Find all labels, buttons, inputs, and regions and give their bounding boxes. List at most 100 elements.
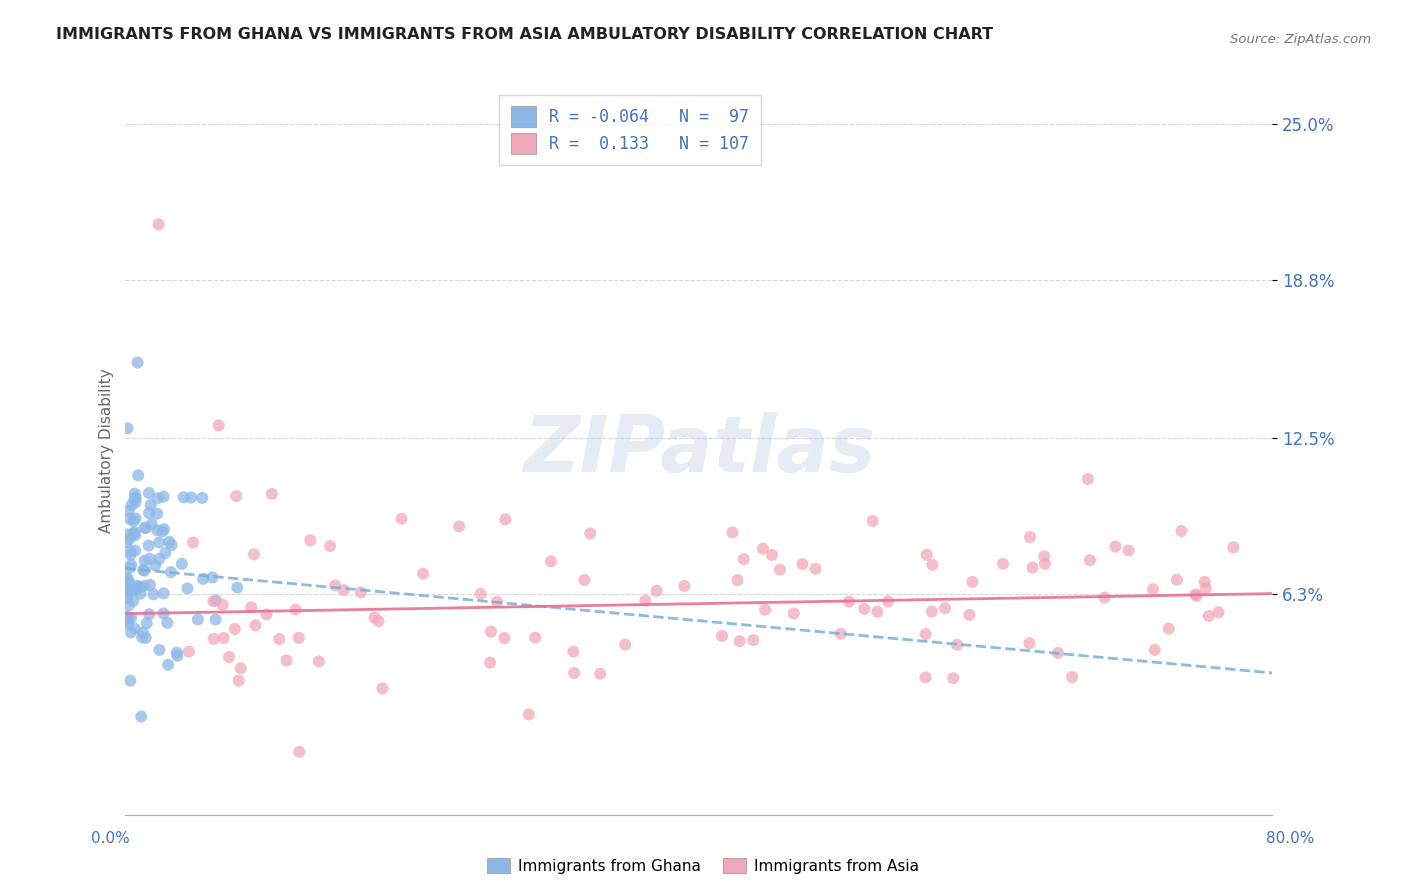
Point [562,665,585,680]
Point [138,506,160,520]
Point [157,534,180,549]
Point [120,611,142,625]
Point [323,578,346,592]
Point [148,535,170,549]
Point [769,563,792,577]
Point [127,579,149,593]
Text: 80.0%: 80.0% [1267,831,1315,846]
Point [122,514,145,528]
Point [711,629,734,643]
Point [1195,582,1218,596]
Point [957,607,980,622]
Point [118,512,141,526]
Point [838,595,860,609]
Point [494,631,516,645]
Point [139,578,162,592]
Point [148,552,170,566]
Point [191,572,214,586]
Point [226,581,249,595]
Point [177,645,200,659]
Point [146,507,169,521]
Point [152,490,174,504]
Point [866,605,889,619]
Point [224,622,246,636]
Point [792,557,814,571]
Point [142,587,165,601]
Point [412,566,434,581]
Legend: R = -0.064   N =  97, R =  0.133   N = 107: R = -0.064 N = 97, R = 0.133 N = 107 [499,95,761,165]
Point [134,564,156,578]
Point [132,625,155,640]
Point [115,535,138,549]
Text: 0.0%: 0.0% [91,831,131,846]
Point [117,527,139,541]
Legend: Immigrants from Ghana, Immigrants from Asia: Immigrants from Ghana, Immigrants from A… [481,852,925,880]
Point [187,612,209,626]
Point [1033,549,1056,564]
Point [166,646,188,660]
Point [1143,643,1166,657]
Text: IMMIGRANTS FROM GHANA VS IMMIGRANTS FROM ASIA AMBULATORY DISABILITY CORRELATION : IMMIGRANTS FROM GHANA VS IMMIGRANTS FROM… [56,27,994,42]
Point [129,587,152,601]
Point [288,745,311,759]
Point [152,586,174,600]
Point [1170,524,1192,538]
Point [124,511,146,525]
Point [160,565,183,579]
Point [146,523,169,537]
Point [921,605,943,619]
Point [115,614,138,628]
Point [284,602,307,616]
Point [1157,622,1180,636]
Point [752,541,775,556]
Point [1019,530,1042,544]
Point [228,673,250,688]
Point [299,533,322,548]
Point [170,557,193,571]
Point [124,486,146,500]
Point [120,548,142,562]
Point [308,655,330,669]
Point [180,491,202,505]
Point [129,580,152,594]
Point [202,594,225,608]
Point [517,707,540,722]
Point [166,648,188,663]
Point [645,583,668,598]
Point [125,582,148,597]
Point [540,554,562,568]
Point [1222,541,1244,555]
Point [118,532,141,546]
Point [138,486,160,500]
Point [1194,574,1216,589]
Point [962,574,984,589]
Point [120,544,142,558]
Point [127,355,149,369]
Point [733,552,755,566]
Point [148,218,170,232]
Point [173,491,195,505]
Point [721,525,744,540]
Point [915,548,938,562]
Point [124,622,146,636]
Point [574,573,596,587]
Point [208,418,231,433]
Point [211,598,233,612]
Point [260,487,283,501]
Point [225,489,247,503]
Point [486,595,509,609]
Point [124,491,146,506]
Point [118,573,141,587]
Point [152,607,174,621]
Point [124,543,146,558]
Point [256,607,278,622]
Point [479,656,502,670]
Point [1033,557,1056,571]
Point [153,522,176,536]
Point [181,535,204,549]
Point [176,582,198,596]
Point [1018,636,1040,650]
Point [120,558,142,572]
Point [122,594,145,608]
Point [120,625,142,640]
